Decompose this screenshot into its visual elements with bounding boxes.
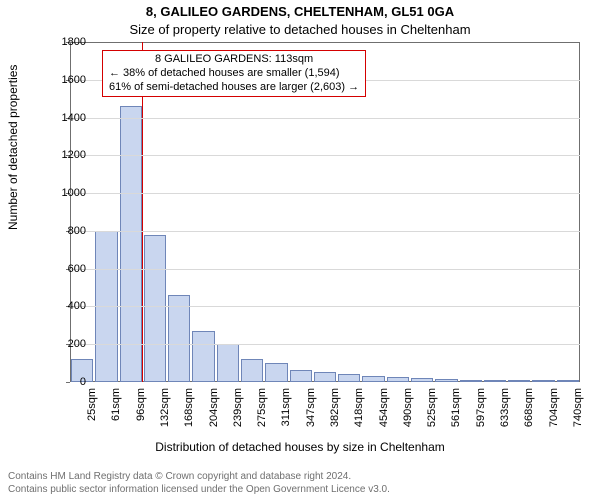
bar bbox=[508, 380, 530, 382]
xtick-label: 668sqm bbox=[523, 388, 535, 427]
xtick-label: 633sqm bbox=[499, 388, 511, 427]
xtick-label: 704sqm bbox=[548, 388, 560, 427]
info-box-line: 8 GALILEO GARDENS: 113sqm bbox=[109, 53, 359, 67]
xtick-label: 561sqm bbox=[450, 388, 462, 427]
xtick-label: 347sqm bbox=[305, 388, 317, 427]
xtick-label: 597sqm bbox=[475, 388, 487, 427]
xtick-label: 740sqm bbox=[572, 388, 584, 427]
ytick-label: 200 bbox=[68, 338, 86, 350]
xtick-label: 418sqm bbox=[353, 388, 365, 427]
ytick-label: 0 bbox=[80, 376, 86, 388]
bar bbox=[557, 380, 579, 382]
ytick-label: 1800 bbox=[62, 36, 86, 48]
gridline bbox=[70, 344, 580, 345]
bar bbox=[192, 331, 214, 382]
y-axis-label: Number of detached properties bbox=[6, 65, 20, 230]
ytick-label: 600 bbox=[68, 263, 86, 275]
bar bbox=[338, 374, 360, 383]
gridline bbox=[70, 118, 580, 119]
ytick-label: 1400 bbox=[62, 112, 86, 124]
footer-line1: Contains HM Land Registry data © Crown c… bbox=[8, 471, 390, 484]
bar bbox=[290, 370, 312, 382]
bar bbox=[120, 106, 142, 382]
xtick-label: 204sqm bbox=[208, 388, 220, 427]
xtick-label: 382sqm bbox=[329, 388, 341, 427]
bar bbox=[241, 359, 263, 382]
gridline bbox=[70, 193, 580, 194]
xtick-label: 239sqm bbox=[232, 388, 244, 427]
bar bbox=[387, 377, 409, 382]
xtick-label: 311sqm bbox=[280, 388, 292, 426]
info-box-line: ← 38% of detached houses are smaller (1,… bbox=[109, 67, 359, 81]
gridline bbox=[70, 269, 580, 270]
bar bbox=[532, 380, 554, 382]
xtick-label: 454sqm bbox=[378, 388, 390, 427]
bar bbox=[314, 372, 336, 382]
ytick-label: 1600 bbox=[62, 74, 86, 86]
bar bbox=[144, 235, 166, 382]
xtick-label: 490sqm bbox=[402, 388, 414, 427]
xtick-label: 25sqm bbox=[86, 388, 98, 421]
bar bbox=[168, 295, 190, 382]
ytick-label: 800 bbox=[68, 225, 86, 237]
xtick-label: 525sqm bbox=[426, 388, 438, 427]
gridline bbox=[70, 306, 580, 307]
ytick-label: 1000 bbox=[62, 187, 86, 199]
bar bbox=[362, 376, 384, 382]
xtick-label: 61sqm bbox=[110, 388, 122, 421]
xtick-label: 168sqm bbox=[183, 388, 195, 427]
x-axis-label: Distribution of detached houses by size … bbox=[0, 440, 600, 454]
footer: Contains HM Land Registry data © Crown c… bbox=[8, 471, 390, 496]
gridline bbox=[70, 155, 580, 156]
bar bbox=[435, 379, 457, 382]
chart-title-line2: Size of property relative to detached ho… bbox=[0, 22, 600, 37]
bar bbox=[217, 344, 239, 382]
chart-container: 8, GALILEO GARDENS, CHELTENHAM, GL51 0GA… bbox=[0, 0, 600, 500]
bar bbox=[265, 363, 287, 382]
info-box: 8 GALILEO GARDENS: 113sqm← 38% of detach… bbox=[102, 50, 366, 97]
gridline bbox=[70, 231, 580, 232]
info-box-line: 61% of semi-detached houses are larger (… bbox=[109, 81, 359, 95]
ytick-label: 1200 bbox=[62, 149, 86, 161]
bar bbox=[411, 378, 433, 382]
xtick-label: 132sqm bbox=[159, 388, 171, 427]
xtick-label: 275sqm bbox=[256, 388, 268, 427]
footer-line2: Contains public sector information licen… bbox=[8, 484, 390, 497]
ytick-label: 400 bbox=[68, 300, 86, 312]
ytick-mark bbox=[66, 382, 70, 383]
bar bbox=[484, 380, 506, 382]
bar bbox=[460, 380, 482, 382]
xtick-label: 96sqm bbox=[135, 388, 147, 421]
chart-title-line1: 8, GALILEO GARDENS, CHELTENHAM, GL51 0GA bbox=[0, 4, 600, 19]
